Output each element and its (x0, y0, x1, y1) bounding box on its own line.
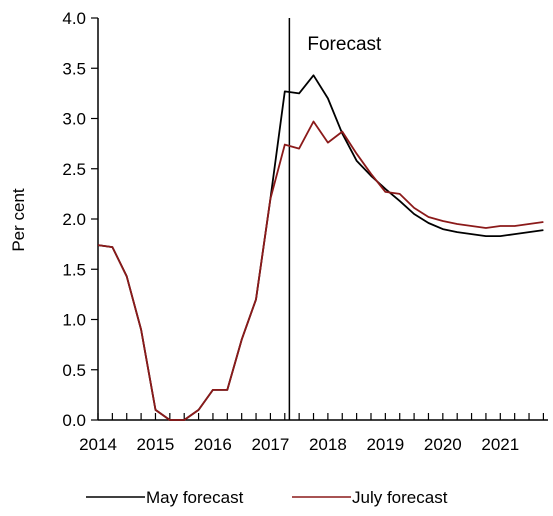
x-tick-label: 2016 (194, 435, 232, 454)
series-lines (97, 74, 544, 421)
x-tick-label: 2019 (366, 435, 404, 454)
forecast-label: Forecast (307, 34, 382, 55)
y-tick-label: 3.5 (62, 59, 86, 78)
y-tick-label: 2.5 (62, 160, 86, 179)
series-line-july-forecast (97, 120, 544, 421)
x-axis: 2014 2015 2016 2017 2018 2019 2020 2021 (79, 413, 548, 454)
legend-label-july-forecast: July forecast (352, 488, 448, 507)
y-tick-label: 1.0 (62, 311, 86, 330)
x-tick-label: 2017 (251, 435, 289, 454)
x-tick-label: 2020 (424, 435, 462, 454)
x-tick-label: 2018 (309, 435, 347, 454)
y-tick-label: 1.5 (62, 260, 86, 279)
y-tick-label: 4.0 (62, 9, 86, 28)
y-tick-label: 0.0 (62, 411, 86, 430)
y-tick-label: 0.5 (62, 361, 86, 380)
y-axis: 0.0 0.5 1.0 1.5 2.0 2.5 3.0 3.5 4.0 (62, 9, 99, 430)
x-tick-label: 2015 (137, 435, 175, 454)
y-axis-title: Per cent (9, 188, 28, 252)
y-tick-label: 2.0 (62, 210, 86, 229)
y-tick-label: 3.0 (62, 110, 86, 129)
legend-label-may-forecast: May forecast (146, 488, 244, 507)
series-line-may-forecast (97, 74, 544, 421)
x-tick-label: 2021 (481, 435, 519, 454)
legend: May forecast July forecast (86, 488, 448, 507)
forecast-annotation: Forecast (288, 18, 382, 420)
x-tick-label: 2014 (79, 435, 117, 454)
